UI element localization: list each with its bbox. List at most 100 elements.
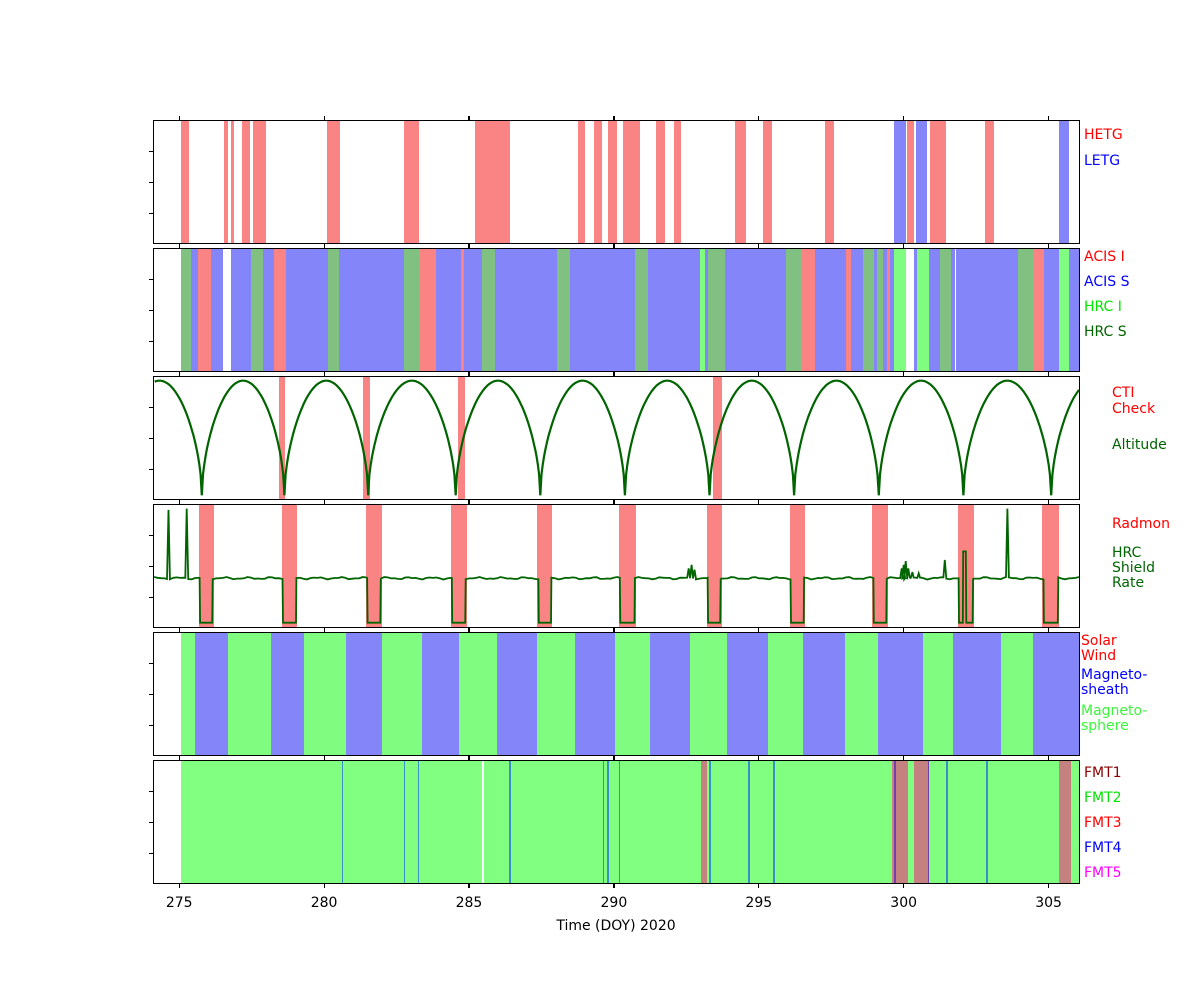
- y-tick: [149, 662, 153, 664]
- band-i: [460, 249, 464, 371]
- y-tick: [149, 724, 153, 726]
- x-tick: [613, 244, 615, 248]
- line-fmt4: [773, 761, 775, 883]
- x-tick: [758, 244, 760, 248]
- band-s: [851, 249, 863, 371]
- y-tick: [149, 468, 153, 470]
- legend-cti-check: CTI Check: [1112, 385, 1155, 417]
- band-magnetosheath: [1032, 633, 1079, 755]
- band-s: [570, 249, 636, 371]
- y-tick: [149, 406, 153, 408]
- band-s: [956, 249, 1018, 371]
- band-s: [648, 249, 700, 371]
- line-fmt4: [748, 761, 750, 883]
- y-tick: [149, 278, 153, 280]
- legend-line: Rate: [1112, 575, 1145, 591]
- band-hetg: [930, 121, 946, 243]
- band-s: [191, 249, 198, 371]
- panel-science-instruments: [153, 248, 1080, 372]
- line-fmt4: [509, 761, 511, 883]
- band-radmon: [872, 505, 888, 627]
- band-hetg: [906, 121, 914, 243]
- legend-line: FMT3: [1084, 815, 1122, 831]
- legend-line: Magneto-: [1081, 667, 1148, 683]
- legend-line: LETG: [1084, 153, 1121, 169]
- band-magnetosphere: [536, 633, 576, 755]
- band-i: [418, 249, 436, 371]
- band-hetg: [825, 121, 834, 243]
- band-s: [286, 249, 328, 371]
- band-hetg: [253, 121, 266, 243]
- y-tick: [149, 596, 153, 598]
- y-tick: [149, 437, 153, 439]
- band-s: [929, 249, 940, 371]
- band-s: [211, 249, 223, 371]
- band-magnetosphere: [458, 633, 498, 755]
- band-s: [704, 249, 709, 371]
- band-s: [463, 249, 482, 371]
- x-tick: [1048, 884, 1050, 888]
- band-radmon: [198, 505, 214, 627]
- band-hetg: [230, 121, 235, 243]
- legend-line: Wind: [1081, 648, 1117, 664]
- x-tick-top: [613, 116, 615, 120]
- y-tick: [149, 150, 153, 152]
- band-hs: [181, 249, 192, 371]
- band-hetg: [474, 121, 511, 243]
- x-tick: [468, 244, 470, 248]
- band-hs: [862, 249, 874, 371]
- band-s: [914, 249, 918, 371]
- x-tick: [468, 372, 470, 376]
- legend-line: FMT2: [1084, 790, 1122, 806]
- y-tick: [149, 693, 153, 695]
- legend-altitude: Altitude: [1112, 437, 1167, 453]
- line-fmt5: [927, 761, 930, 883]
- band-magnetosheath: [422, 633, 459, 755]
- legend-line: Shield: [1112, 560, 1156, 576]
- legend-fmt2: FMT2: [1084, 790, 1122, 807]
- x-tick: [613, 372, 615, 376]
- band-cti-check: [279, 377, 286, 499]
- legend-radmon: Radmon: [1112, 517, 1170, 532]
- legend-hrc-shield-rate: HRC Shield Rate: [1112, 546, 1155, 591]
- x-tick: [758, 372, 760, 376]
- x-tick: [468, 628, 470, 632]
- band-magnetosphere: [304, 633, 346, 755]
- x-tick: [903, 372, 905, 376]
- band-letg: [894, 121, 906, 243]
- band-hs: [939, 249, 952, 371]
- x-tick: [1048, 372, 1050, 376]
- legend-line: Solar: [1081, 633, 1117, 649]
- legend-line: FMT1: [1084, 765, 1122, 781]
- legend-line: HRC: [1112, 545, 1142, 561]
- band-cti-check: [458, 377, 466, 499]
- legend-magneto--sheath: Magneto-sheath: [1081, 668, 1147, 698]
- x-tick-label: 305: [1035, 895, 1062, 911]
- band-s: [890, 249, 894, 371]
- y-tick: [149, 181, 153, 183]
- line-fmt4: [946, 761, 948, 883]
- band-fmt2: [180, 761, 1079, 883]
- legend-line: FMT5: [1084, 865, 1122, 881]
- band-s: [435, 249, 461, 371]
- x-tick: [903, 884, 905, 888]
- x-tick: [1048, 628, 1050, 632]
- band-hetg: [224, 121, 229, 243]
- legend-line: HRC I: [1084, 299, 1122, 315]
- line-fmt4: [607, 761, 609, 883]
- line-fmt4: [986, 761, 988, 883]
- legend-line: ACIS I: [1084, 249, 1125, 265]
- line-fmt4: [341, 761, 344, 883]
- y-tick: [149, 790, 153, 792]
- legend-line: Magneto-: [1081, 703, 1148, 719]
- x-tick: [468, 884, 470, 888]
- band-hetg: [608, 121, 617, 243]
- x-tick: [613, 628, 615, 632]
- band-s: [495, 249, 558, 371]
- x-tick-label: 300: [890, 895, 918, 911]
- line-fmt4: [403, 761, 406, 883]
- band-i: [886, 249, 891, 371]
- x-tick: [323, 500, 325, 504]
- band-letg: [1059, 121, 1070, 243]
- x-tick: [178, 884, 180, 888]
